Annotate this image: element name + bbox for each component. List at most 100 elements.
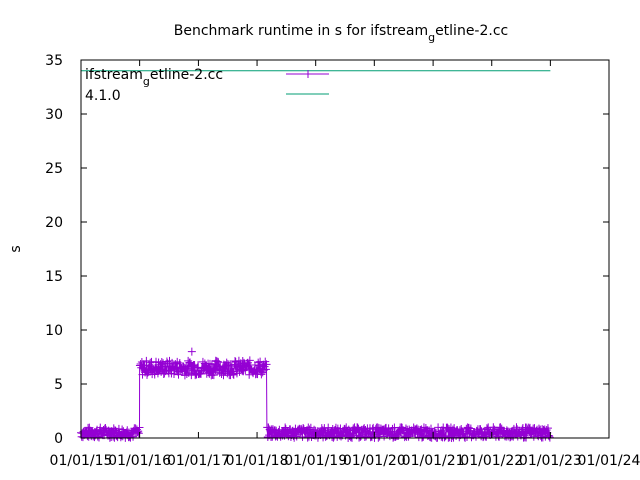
data-point-plus <box>188 361 197 370</box>
data-point-plus <box>307 432 316 441</box>
data-point-plus <box>346 433 355 442</box>
series-ifstream-getline <box>77 347 554 442</box>
x-tick-label: 01/01/15 <box>50 453 113 469</box>
data-point-plus <box>320 424 329 433</box>
data-point-plus <box>327 427 336 436</box>
data-point-plus <box>146 358 155 367</box>
data-point-plus <box>135 423 144 432</box>
data-point-plus <box>261 365 270 374</box>
data-point-plus <box>171 359 180 368</box>
plot-area <box>77 70 554 442</box>
x-tick-label: 01/01/20 <box>343 453 406 469</box>
data-point-plus <box>344 425 353 434</box>
data-point-plus <box>198 357 207 366</box>
data-point-plus <box>331 423 340 432</box>
data-point-plus <box>506 433 515 442</box>
y-tick-label: 25 <box>45 161 63 177</box>
y-tick-label: 30 <box>45 107 63 123</box>
x-tick-label: 01/01/22 <box>460 453 523 469</box>
y-tick-label: 0 <box>54 431 63 447</box>
data-point-plus <box>213 357 222 366</box>
data-point-plus <box>189 362 198 371</box>
data-point-plus <box>182 370 191 379</box>
data-point-plus <box>326 428 335 437</box>
data-point-plus <box>157 357 166 366</box>
data-point-plus <box>380 425 389 434</box>
data-point-plus <box>404 432 413 441</box>
data-point-plus <box>81 428 90 437</box>
data-point-plus <box>133 428 142 437</box>
data-point-plus <box>214 358 223 367</box>
data-point-plus <box>154 358 163 367</box>
data-point-plus <box>412 424 421 433</box>
legend-label-series-2: 4.1.0 <box>85 88 121 104</box>
data-point-plus <box>259 365 268 374</box>
data-point-plus <box>183 364 192 373</box>
data-point-plus <box>252 366 261 375</box>
data-point-plus <box>446 423 455 432</box>
data-point-plus <box>262 360 271 369</box>
data-point-plus <box>114 424 123 433</box>
data-point-plus <box>92 427 101 436</box>
data-point-plus <box>218 363 227 372</box>
data-point-plus <box>299 424 308 433</box>
data-point-plus <box>223 360 232 369</box>
data-point-plus <box>388 424 397 433</box>
y-tick-label: 35 <box>45 53 63 69</box>
x-tick-label: 01/01/16 <box>108 453 171 469</box>
data-point-plus <box>496 423 505 432</box>
data-point-plus <box>193 363 202 372</box>
data-point-plus <box>257 370 266 379</box>
data-point-plus <box>100 424 109 433</box>
data-point-plus <box>425 426 434 435</box>
x-tick-label: 01/01/17 <box>167 453 230 469</box>
data-point-plus <box>393 428 402 437</box>
data-point-plus <box>373 423 382 432</box>
chart-title-main: Benchmark runtime in s for ifstream <box>174 23 428 39</box>
data-point-plus <box>394 427 403 436</box>
data-point-plus <box>517 427 526 436</box>
data-point-plus <box>245 356 254 365</box>
data-point-plus <box>264 423 273 432</box>
data-point-plus <box>466 424 475 433</box>
data-point-plus <box>224 361 233 370</box>
data-point-plus <box>207 360 216 369</box>
data-point-plus <box>140 361 149 370</box>
data-point-plus <box>136 360 145 369</box>
legend-marker-series-1 <box>304 70 312 78</box>
y-tick-label: 5 <box>54 377 63 393</box>
data-point-plus <box>242 362 251 371</box>
data-point-plus <box>543 424 552 433</box>
data-point-plus <box>476 425 485 434</box>
data-point-plus <box>142 356 151 365</box>
data-point-plus <box>310 425 319 434</box>
legend-label-series-1: ifstreamgetline-2.cc <box>85 67 223 88</box>
legend: ifstreamgetline-2.cc 4.1.0 <box>85 67 329 104</box>
data-point-plus <box>347 432 356 441</box>
data-point-plus <box>455 433 464 442</box>
y-tick-label: 20 <box>45 215 63 231</box>
y-tick-label: 10 <box>45 323 63 339</box>
x-tick-label: 01/01/21 <box>402 453 465 469</box>
data-point-plus <box>306 423 315 432</box>
data-point-plus <box>134 429 143 438</box>
data-point-plus <box>229 369 238 378</box>
x-tick-label: 01/01/19 <box>284 453 347 469</box>
y-tick-label: 15 <box>45 269 63 285</box>
data-point-plus <box>116 433 125 442</box>
data-point-plus <box>168 358 177 367</box>
data-point-plus <box>111 426 120 435</box>
data-point-outlier <box>187 347 196 356</box>
x-tick-label: 01/01/23 <box>519 453 582 469</box>
data-point-plus <box>150 370 159 379</box>
data-point-plus <box>209 371 218 380</box>
plot-frame <box>80 59 610 439</box>
data-point-plus <box>281 423 290 432</box>
data-point-plus <box>229 370 238 379</box>
data-point-plus <box>205 369 214 378</box>
data-point-plus <box>482 424 491 433</box>
x-tick-label: 01/01/24 <box>578 453 640 469</box>
data-point-plus <box>184 356 193 365</box>
data-point-plus <box>93 432 102 441</box>
